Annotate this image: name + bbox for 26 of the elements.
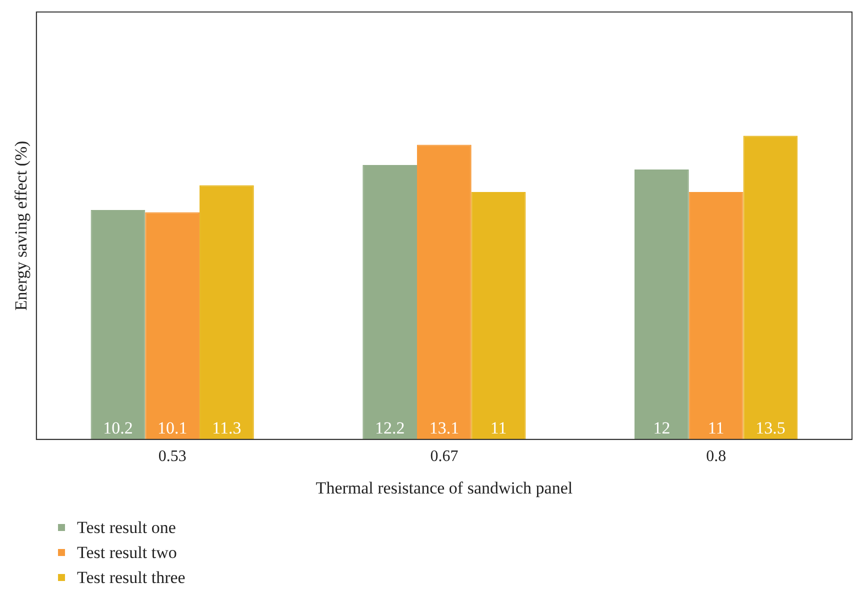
bar <box>634 169 689 440</box>
data-label: 12.2 <box>374 418 405 438</box>
data-label: 10.1 <box>157 418 188 438</box>
data-label: 13.1 <box>429 418 460 438</box>
x-axis-title: Thermal resistance of sandwich panel <box>316 478 573 498</box>
bar <box>688 192 744 440</box>
x-tick-label: 0.53 <box>158 448 186 466</box>
bar <box>471 192 526 440</box>
bar <box>417 144 472 440</box>
data-label: 13.5 <box>756 418 786 438</box>
legend-label: Test result one <box>77 518 176 538</box>
bar <box>90 210 146 440</box>
bar <box>200 185 254 440</box>
y-axis-title: Energy saving effect (%) <box>12 140 31 311</box>
bar <box>145 212 200 440</box>
data-label: 10.2 <box>103 418 133 438</box>
x-tick-label: 0.67 <box>430 448 458 466</box>
bar <box>743 136 798 440</box>
legend-label: Test result two <box>77 542 177 562</box>
x-tick-label: 0.8 <box>706 448 726 466</box>
data-label: 11 <box>490 418 507 438</box>
data-label: 11.3 <box>212 418 242 438</box>
bar <box>362 164 418 440</box>
data-label: 11 <box>708 418 724 438</box>
legend-label: Test result three <box>77 568 186 588</box>
data-label: 12 <box>653 418 670 438</box>
